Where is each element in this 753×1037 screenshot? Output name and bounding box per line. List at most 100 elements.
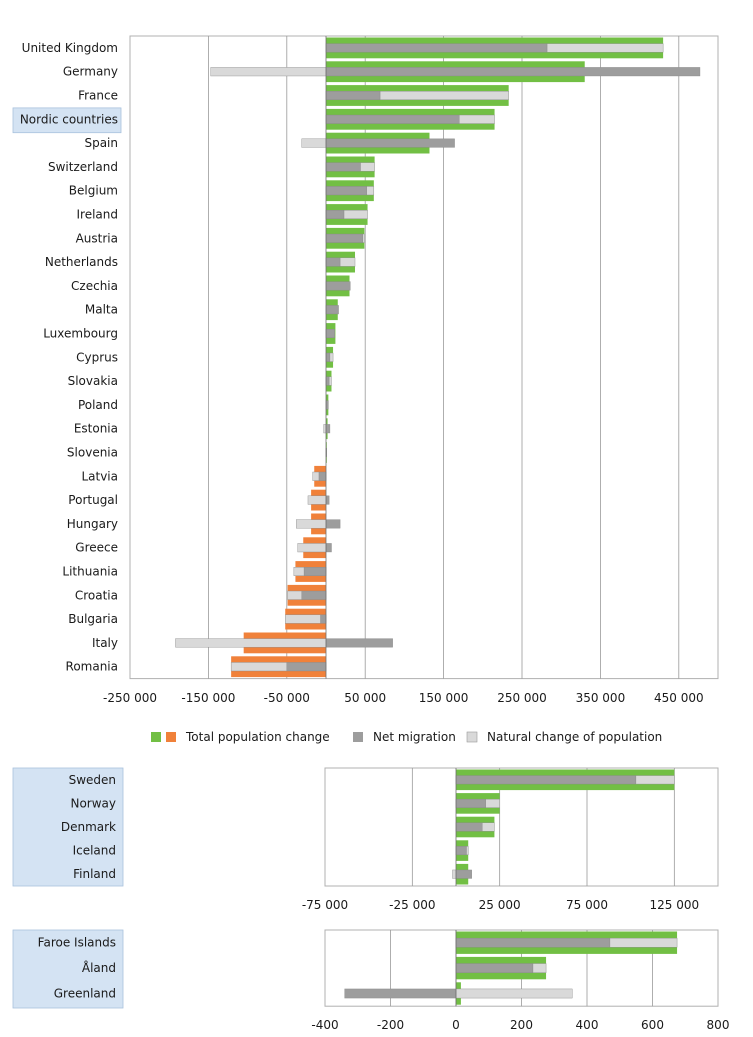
bar-natural-change-italy — [175, 638, 327, 648]
category-label-highlight-box — [12, 107, 122, 134]
bar-natural-change-belgium — [366, 186, 375, 196]
category-label-cyprus: Cyprus — [76, 350, 118, 364]
bar-natural-change-faroe-islands — [609, 937, 678, 948]
bar-natural-change-spain — [301, 138, 327, 148]
legend-label-natural-change: Natural change of population — [487, 730, 662, 744]
category-label-highlight-box — [12, 929, 124, 1009]
category-label-estonia: Estonia — [74, 422, 118, 436]
category-label-spain: Spain — [84, 136, 118, 150]
category-label-bulgaria: Bulgaria — [68, 612, 118, 626]
legend-swatch-total-positive — [151, 732, 161, 742]
bar-net-migration-czechia — [325, 281, 351, 291]
bar-net-migration-greece — [325, 543, 332, 553]
legend-label-net-migration: Net migration — [373, 730, 456, 744]
legend-label-total: Total population change — [185, 730, 330, 744]
bar-net-migration-sweden — [455, 775, 637, 785]
bar-natural-change-bulgaria — [285, 614, 321, 624]
category-label-france: France — [78, 89, 118, 103]
bar-natural-change-ireland — [343, 210, 368, 219]
bar-net-migration-portugal — [325, 495, 330, 505]
x-tick-label: 800 — [707, 1018, 730, 1032]
x-tick-label: 450 000 — [654, 691, 704, 705]
bar-natural-change-latvia — [312, 471, 320, 481]
category-label-germany: Germany — [63, 65, 118, 79]
plot-frame — [324, 767, 719, 887]
legend: Total population change Net migration Na… — [151, 730, 662, 744]
bar-natural-change-switzerland — [360, 162, 375, 172]
category-label-luxembourg: Luxembourg — [43, 327, 118, 341]
bar-net-migration-austria — [325, 233, 364, 243]
bar-net-migration-cyprus — [325, 352, 331, 362]
plot-frame — [129, 35, 719, 680]
category-label-italy: Italy — [92, 636, 118, 650]
x-tick-label: -400 — [311, 1018, 338, 1032]
bar-net-migration-netherlands — [325, 257, 341, 267]
bar-natural-change-netherlands — [339, 257, 356, 267]
bar-net-migration-nordic-countries — [325, 114, 460, 124]
category-label-poland: Poland — [78, 398, 118, 412]
bar-natural-change-norway — [485, 798, 500, 808]
x-tick-label: -200 — [377, 1018, 404, 1032]
bar-natural-change-united-kingdom — [546, 43, 664, 53]
category-label-faroe-islands: Faroe Islands — [38, 936, 116, 950]
category-label-czechia: Czechia — [71, 279, 118, 293]
category-label-nordic-countries: Nordic countries — [20, 112, 118, 126]
bar-net-migration-iceland — [455, 846, 467, 856]
bar-net-migration-aland — [455, 963, 534, 973]
bar-net-migration-united-kingdom — [325, 43, 548, 53]
bar-natural-change-hungary — [296, 519, 327, 529]
x-tick-label: 0 — [452, 1018, 460, 1032]
bar-net-migration-germany — [325, 67, 701, 77]
bar-natural-change-greece — [297, 543, 327, 553]
x-tick-label: 200 — [510, 1018, 533, 1032]
x-tick-label: 75 000 — [566, 898, 608, 912]
bar-net-migration-finland — [455, 869, 472, 879]
bar-net-migration-malta — [325, 305, 339, 315]
bar-natural-change-aland — [532, 963, 547, 973]
legend-swatch-total-negative — [166, 732, 176, 742]
x-tick-label: -250 000 — [103, 691, 157, 705]
category-label-romania: Romania — [66, 660, 118, 674]
bar-net-migration-faroe-islands — [455, 937, 611, 948]
category-label-greenland: Greenland — [54, 987, 116, 1001]
bar-net-migration-latvia — [318, 471, 327, 481]
bar-net-migration-norway — [455, 798, 486, 808]
category-label-latvia: Latvia — [81, 469, 118, 483]
bar-net-migration-belgium — [325, 186, 367, 196]
bar-natural-change-lithuania — [293, 567, 305, 576]
bar-natural-change-romania — [230, 662, 288, 672]
category-label-switzerland: Switzerland — [48, 160, 118, 174]
x-tick-label: 350 000 — [576, 691, 626, 705]
bar-natural-change-germany — [210, 67, 327, 77]
chart-panel-2: -75 000 -25 000 25 000 75 000 125 000 Sweden N… — [12, 767, 719, 912]
legend-swatch-natural-change — [466, 731, 478, 743]
category-label-sweden: Sweden — [69, 773, 116, 787]
category-label-finland: Finland — [73, 867, 116, 881]
x-tick-label: 150 000 — [419, 691, 469, 705]
category-label-lithuania: Lithuania — [62, 565, 118, 579]
category-label-ireland: Ireland — [76, 208, 118, 222]
x-tick-label: 50 000 — [344, 691, 386, 705]
x-tick-label: -75 000 — [302, 898, 348, 912]
category-label-greece: Greece — [75, 541, 118, 555]
chart-panel-1: -250 000 -150 000 -50 000 50 000 150 000 250 … — [12, 35, 719, 705]
x-tick-label: 25 000 — [479, 898, 521, 912]
category-label-croatia: Croatia — [75, 588, 118, 602]
bar-natural-change-finland — [452, 869, 457, 879]
bar-net-migration-ireland — [325, 210, 345, 219]
bar-net-migration-romania — [286, 662, 327, 672]
x-tick-label: 250 000 — [497, 691, 547, 705]
bar-natural-change-austria — [362, 233, 365, 243]
bar-natural-change-greenland — [455, 988, 573, 999]
category-label-slovenia: Slovenia — [67, 446, 118, 460]
bar-net-migration-luxembourg — [325, 329, 335, 338]
bar-net-migration-spain — [325, 138, 455, 148]
bar-natural-change-iceland — [466, 846, 469, 856]
bar-natural-change-france — [379, 91, 509, 100]
category-label-aland: Åland — [82, 960, 116, 975]
x-tick-label: 125 000 — [650, 898, 700, 912]
bar-net-migration-hungary — [325, 519, 341, 529]
bar-natural-change-denmark — [482, 822, 495, 832]
bar-net-migration-switzerland — [325, 162, 361, 172]
